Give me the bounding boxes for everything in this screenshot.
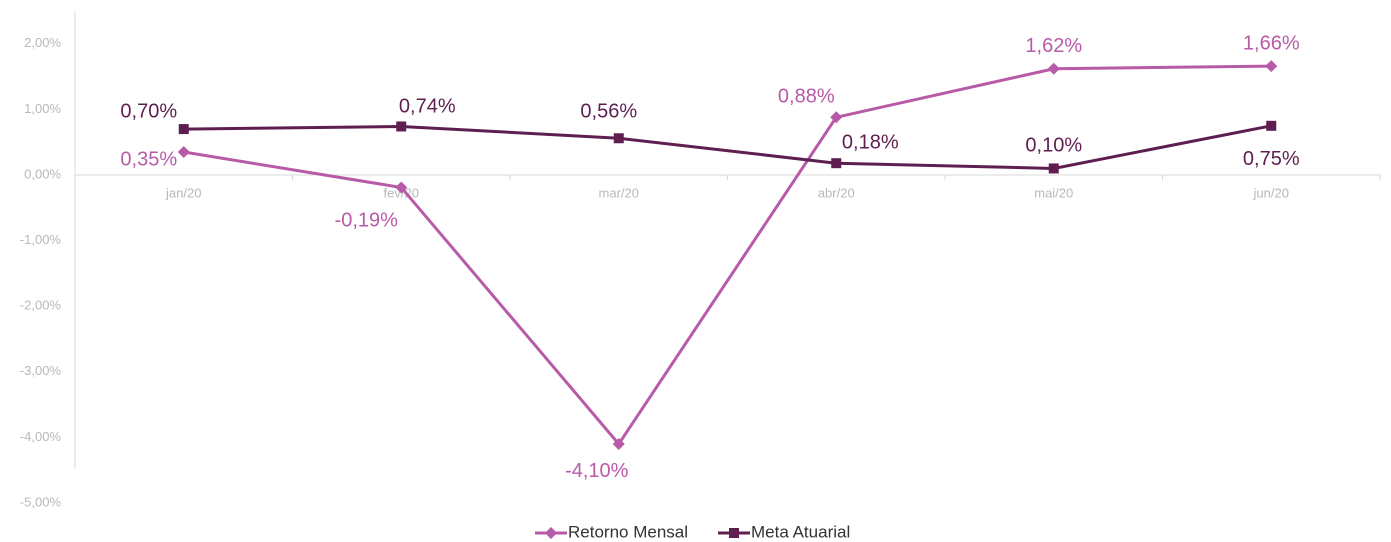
- data-point: [830, 111, 843, 124]
- data-point: [831, 158, 842, 169]
- data-point: [177, 146, 190, 159]
- y-tick-label: 1,00%: [24, 101, 61, 116]
- x-tick-label: abr/20: [818, 185, 855, 200]
- data-label: 0,18%: [842, 131, 899, 153]
- x-tick-label: jun/20: [1253, 185, 1289, 200]
- data-label: 0,35%: [120, 148, 177, 170]
- y-tick-label: -3,00%: [20, 363, 62, 378]
- y-tick-label: -2,00%: [20, 298, 62, 313]
- y-tick-label: -4,00%: [20, 429, 62, 444]
- legend-label: Retorno Mensal: [568, 522, 688, 541]
- data-point: [612, 437, 625, 450]
- data-point: [1265, 60, 1278, 73]
- data-point: [1048, 163, 1059, 174]
- data-label: -0,19%: [335, 210, 399, 232]
- series-line: [183, 124, 1272, 170]
- data-label: 0,88%: [778, 86, 835, 108]
- y-tick-label: -1,00%: [20, 232, 62, 247]
- data-label: 0,75%: [1243, 148, 1300, 170]
- data-label: 0,74%: [399, 96, 456, 118]
- data-label: 0,56%: [580, 101, 637, 123]
- data-label: 0,10%: [1025, 135, 1082, 157]
- y-tick-label: -5,00%: [20, 494, 62, 509]
- data-point: [1047, 62, 1060, 75]
- x-tick-label: jan/20: [165, 185, 201, 200]
- data-point: [396, 121, 407, 132]
- y-tick-label: 0,00%: [24, 166, 61, 181]
- series-line: [183, 64, 1272, 447]
- data-label: -4,10%: [565, 460, 629, 482]
- data-label: 1,62%: [1025, 35, 1082, 57]
- legend-marker: [729, 528, 740, 538]
- data-label: 0,70%: [120, 100, 177, 122]
- legend-label: Meta Atuarial: [751, 522, 850, 541]
- data-point: [395, 181, 408, 194]
- data-label: 1,66%: [1243, 32, 1300, 54]
- data-point: [1266, 120, 1277, 131]
- legend-marker: [545, 527, 557, 539]
- x-tick-label: mai/20: [1034, 185, 1073, 200]
- y-tick-label: 2,00%: [24, 35, 61, 50]
- data-point: [178, 124, 189, 135]
- x-tick-label: mar/20: [599, 185, 639, 200]
- data-point: [613, 133, 624, 144]
